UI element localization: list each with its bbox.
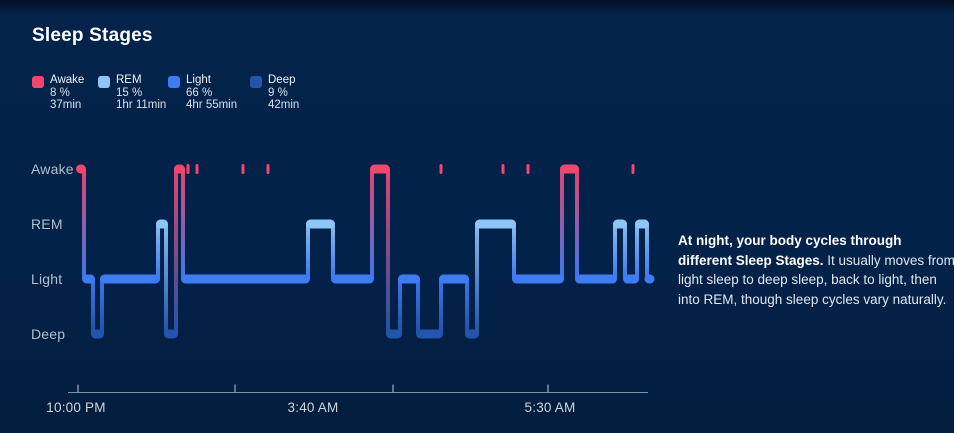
legend-duration: 4hr 55min [186, 98, 238, 111]
legend-label: REM [116, 74, 142, 86]
deep-color-swatch [250, 76, 262, 88]
page-title: Sleep Stages [32, 25, 153, 46]
y-axis-label-awake: Awake [31, 161, 74, 177]
y-axis-label-rem: REM [31, 216, 63, 232]
sleep-stages-description: At night, your body cycles through diffe… [678, 231, 954, 309]
legend-label: Awake [50, 74, 85, 86]
legend-item-rem: REM 15 % 1hr 11min [98, 74, 167, 111]
description-body: It usually moves from light sleep to dee… [678, 252, 954, 307]
legend-percent: 66 % [186, 86, 213, 99]
legend-percent: 15 % [116, 86, 143, 99]
legend-item-awake: Awake 8 % 37min [32, 74, 85, 111]
legend-item-deep: Deep 9 % 42min [250, 74, 300, 111]
rem-color-swatch [98, 76, 110, 88]
x-axis-label-mid: 3:40 AM [287, 400, 339, 415]
awake-color-swatch [32, 76, 44, 88]
legend-duration: 42min [268, 98, 300, 111]
description-bold-intro: At night, your body cycles through diffe… [678, 233, 902, 268]
legend-label: Light [186, 74, 211, 86]
sleep-stage-legend: Awake 8 % 37min REM 15 % 1hr 11min Light… [0, 74, 954, 115]
y-axis-label-deep: Deep [31, 326, 66, 342]
legend-label: Deep [268, 74, 296, 86]
x-axis-label-start: 10:00 PM [46, 400, 106, 415]
legend-duration: 37min [50, 98, 82, 111]
legend-percent: 9 % [268, 86, 288, 99]
y-axis-label-light: Light [31, 271, 63, 287]
light-color-swatch [168, 76, 180, 88]
legend-duration: 1hr 11min [116, 98, 167, 111]
legend-percent: 8 % [50, 86, 70, 99]
x-axis-label-end: 5:30 AM [524, 400, 576, 415]
legend-item-light: Light 66 % 4hr 55min [168, 74, 238, 111]
